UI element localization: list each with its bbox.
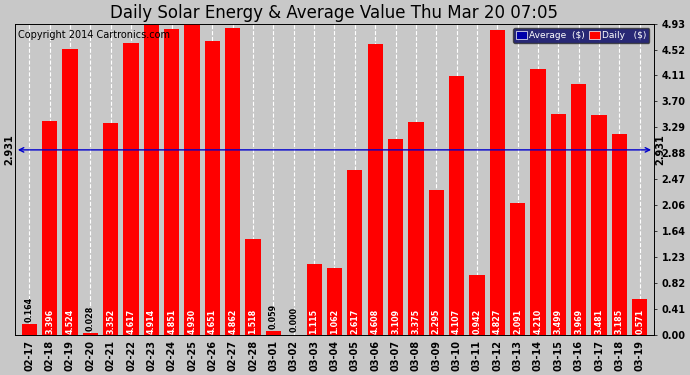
Bar <box>428 190 444 335</box>
Text: 3.481: 3.481 <box>595 308 604 334</box>
Bar <box>449 76 464 335</box>
Bar <box>408 122 424 335</box>
Text: 2.931: 2.931 <box>655 135 665 165</box>
Bar <box>246 239 261 335</box>
Text: 4.851: 4.851 <box>167 308 176 334</box>
Bar <box>327 268 342 335</box>
Text: 0.059: 0.059 <box>269 303 278 328</box>
Text: 0.028: 0.028 <box>86 305 95 330</box>
Bar <box>62 50 77 335</box>
Text: 4.914: 4.914 <box>147 309 156 334</box>
Text: 1.115: 1.115 <box>310 309 319 334</box>
Text: 0.571: 0.571 <box>635 309 644 334</box>
Text: 3.499: 3.499 <box>554 309 563 334</box>
Text: 3.352: 3.352 <box>106 308 115 334</box>
Text: 2.091: 2.091 <box>513 308 522 334</box>
Bar <box>368 44 383 335</box>
Bar <box>490 30 505 335</box>
Bar <box>510 203 525 335</box>
Bar <box>124 44 139 335</box>
Text: 4.862: 4.862 <box>228 308 237 334</box>
Text: 0.942: 0.942 <box>473 308 482 334</box>
Bar <box>306 264 322 335</box>
Text: 2.931: 2.931 <box>4 135 14 165</box>
Title: Daily Solar Energy & Average Value Thu Mar 20 07:05: Daily Solar Energy & Average Value Thu M… <box>110 4 558 22</box>
Legend: Average  ($), Daily   ($): Average ($), Daily ($) <box>513 28 649 43</box>
Text: 3.375: 3.375 <box>411 309 420 334</box>
Text: 0.000: 0.000 <box>289 307 298 332</box>
Bar <box>266 331 281 335</box>
Bar <box>469 275 484 335</box>
Bar <box>103 123 118 335</box>
Text: 1.518: 1.518 <box>248 308 257 334</box>
Bar <box>551 114 566 335</box>
Bar <box>632 299 647 335</box>
Text: 3.396: 3.396 <box>45 309 54 334</box>
Text: Copyright 2014 Cartronics.com: Copyright 2014 Cartronics.com <box>18 30 170 40</box>
Text: 3.969: 3.969 <box>574 309 583 334</box>
Text: 0.164: 0.164 <box>25 297 34 322</box>
Bar <box>42 120 57 335</box>
Text: 3.109: 3.109 <box>391 309 400 334</box>
Text: 4.827: 4.827 <box>493 308 502 334</box>
Text: 4.107: 4.107 <box>452 309 461 334</box>
Text: 2.295: 2.295 <box>432 308 441 334</box>
Bar <box>347 170 362 335</box>
Text: 1.062: 1.062 <box>330 308 339 334</box>
Bar <box>388 139 403 335</box>
Bar <box>225 28 240 335</box>
Bar <box>21 324 37 335</box>
Bar <box>144 25 159 335</box>
Text: 4.210: 4.210 <box>533 308 542 334</box>
Bar <box>83 333 98 335</box>
Bar <box>205 41 220 335</box>
Text: 4.608: 4.608 <box>371 308 380 334</box>
Bar <box>531 69 546 335</box>
Text: 4.524: 4.524 <box>66 308 75 334</box>
Bar <box>164 29 179 335</box>
Bar <box>184 24 199 335</box>
Text: 4.651: 4.651 <box>208 309 217 334</box>
Text: 3.185: 3.185 <box>615 308 624 334</box>
Bar <box>591 115 607 335</box>
Text: 2.617: 2.617 <box>351 308 359 334</box>
Bar <box>612 134 627 335</box>
Text: 4.617: 4.617 <box>126 309 135 334</box>
Bar <box>571 84 586 335</box>
Text: 4.930: 4.930 <box>188 309 197 334</box>
